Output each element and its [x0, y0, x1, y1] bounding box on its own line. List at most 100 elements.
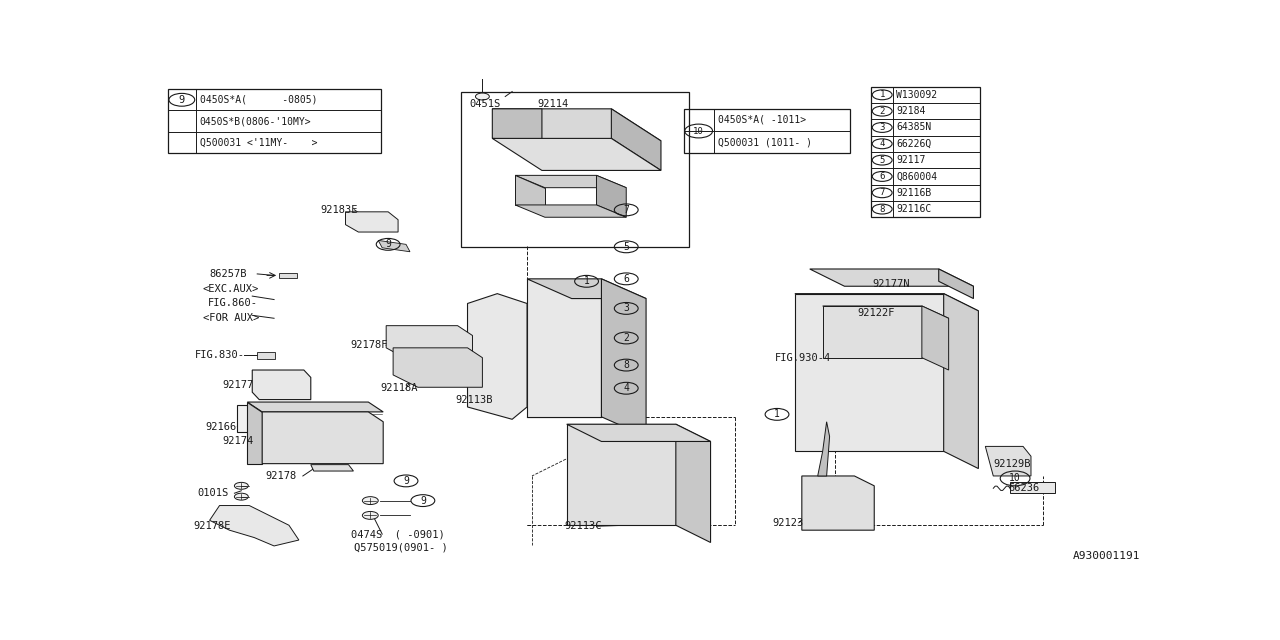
- Text: 3: 3: [879, 123, 884, 132]
- Circle shape: [234, 483, 248, 489]
- Text: 92177: 92177: [223, 380, 253, 390]
- Text: 5: 5: [879, 156, 884, 164]
- Polygon shape: [801, 476, 874, 530]
- Text: 7: 7: [623, 205, 630, 215]
- Polygon shape: [515, 175, 545, 205]
- Text: FIG.930-4: FIG.930-4: [776, 353, 831, 363]
- Bar: [168, 89, 381, 153]
- Polygon shape: [379, 241, 410, 252]
- Polygon shape: [346, 212, 398, 232]
- Polygon shape: [810, 269, 973, 286]
- Circle shape: [362, 511, 379, 519]
- Text: 0450S*B(0806-'10MY>: 0450S*B(0806-'10MY>: [200, 116, 311, 126]
- Text: 92117: 92117: [896, 155, 925, 165]
- Text: 8: 8: [879, 205, 884, 214]
- Circle shape: [234, 493, 248, 500]
- Text: 92122F: 92122F: [858, 308, 895, 318]
- Polygon shape: [527, 279, 602, 417]
- Bar: [1010, 483, 1055, 493]
- Text: 92118A: 92118A: [380, 383, 417, 393]
- Text: 66236: 66236: [1009, 483, 1039, 493]
- Circle shape: [475, 93, 489, 100]
- Circle shape: [362, 497, 379, 504]
- Polygon shape: [567, 424, 676, 525]
- Text: Q500031 (1011- ): Q500031 (1011- ): [718, 137, 812, 147]
- Text: Q575019(0901- ): Q575019(0901- ): [355, 543, 448, 552]
- Text: 0450S*A( -1011>: 0450S*A( -1011>: [718, 115, 805, 125]
- Polygon shape: [596, 175, 626, 217]
- Polygon shape: [237, 404, 276, 431]
- Text: 92174: 92174: [223, 436, 253, 447]
- Text: 6: 6: [623, 274, 630, 284]
- Polygon shape: [922, 306, 948, 370]
- Polygon shape: [252, 370, 311, 399]
- Bar: [872, 86, 980, 217]
- Text: 92129B: 92129B: [993, 459, 1030, 468]
- Polygon shape: [823, 306, 948, 318]
- Text: 9: 9: [403, 476, 408, 486]
- Text: 92184: 92184: [896, 106, 925, 116]
- Polygon shape: [938, 269, 973, 298]
- Text: 92116C: 92116C: [896, 204, 932, 214]
- Text: 8: 8: [623, 360, 630, 370]
- Text: 0450S*A(      -0805): 0450S*A( -0805): [200, 95, 317, 105]
- Polygon shape: [467, 294, 527, 419]
- Text: 92116B: 92116B: [896, 188, 932, 198]
- Polygon shape: [515, 175, 626, 188]
- Text: <FOR AUX>: <FOR AUX>: [202, 313, 259, 323]
- Text: FIG.860-: FIG.860-: [207, 298, 257, 308]
- Text: 9: 9: [385, 239, 392, 250]
- Text: 92178E: 92178E: [193, 521, 232, 531]
- Polygon shape: [823, 306, 922, 358]
- Polygon shape: [602, 279, 646, 436]
- Text: 5: 5: [623, 242, 630, 252]
- Polygon shape: [210, 506, 300, 546]
- Polygon shape: [612, 109, 660, 170]
- Text: 1: 1: [879, 90, 884, 99]
- Text: 9: 9: [179, 95, 184, 105]
- Polygon shape: [311, 465, 353, 471]
- Bar: [279, 273, 297, 278]
- Bar: [257, 352, 275, 358]
- Polygon shape: [262, 412, 383, 463]
- Polygon shape: [515, 205, 626, 217]
- Text: 1: 1: [774, 410, 780, 419]
- Polygon shape: [247, 402, 383, 412]
- Text: A930001191: A930001191: [1073, 551, 1140, 561]
- Polygon shape: [393, 348, 483, 387]
- Text: 4: 4: [879, 140, 884, 148]
- Text: 2: 2: [879, 107, 884, 116]
- Text: 92166: 92166: [206, 422, 237, 432]
- Polygon shape: [795, 294, 978, 311]
- Text: 10: 10: [694, 127, 704, 136]
- Polygon shape: [493, 109, 541, 141]
- Text: 2: 2: [623, 333, 630, 343]
- Text: 4: 4: [623, 383, 630, 393]
- Text: 3: 3: [623, 303, 630, 314]
- Text: 0451S: 0451S: [470, 99, 500, 109]
- Text: 1: 1: [584, 276, 590, 286]
- Text: 92113C: 92113C: [564, 521, 602, 531]
- Polygon shape: [527, 279, 646, 298]
- Text: 0474S  ( -0901): 0474S ( -0901): [352, 529, 445, 539]
- Polygon shape: [943, 294, 978, 468]
- Text: 0101S: 0101S: [197, 488, 229, 498]
- Polygon shape: [493, 138, 660, 170]
- Text: 92178: 92178: [265, 471, 297, 481]
- Polygon shape: [387, 326, 472, 365]
- Text: <EXC.AUX>: <EXC.AUX>: [202, 284, 259, 294]
- Polygon shape: [567, 424, 710, 442]
- Text: 66226Q: 66226Q: [896, 139, 932, 148]
- Text: 6: 6: [879, 172, 884, 181]
- Bar: [684, 109, 850, 153]
- Text: 9: 9: [420, 495, 426, 506]
- Polygon shape: [986, 447, 1030, 476]
- Text: 10: 10: [1009, 474, 1021, 483]
- Bar: [461, 92, 689, 247]
- Text: Q860004: Q860004: [896, 172, 937, 181]
- Text: 64385N: 64385N: [896, 122, 932, 132]
- Polygon shape: [795, 294, 943, 451]
- Text: 92183E: 92183E: [321, 205, 358, 215]
- Text: 92113B: 92113B: [456, 395, 493, 404]
- Text: Q500031 <'11MY-    >: Q500031 <'11MY- >: [200, 138, 317, 147]
